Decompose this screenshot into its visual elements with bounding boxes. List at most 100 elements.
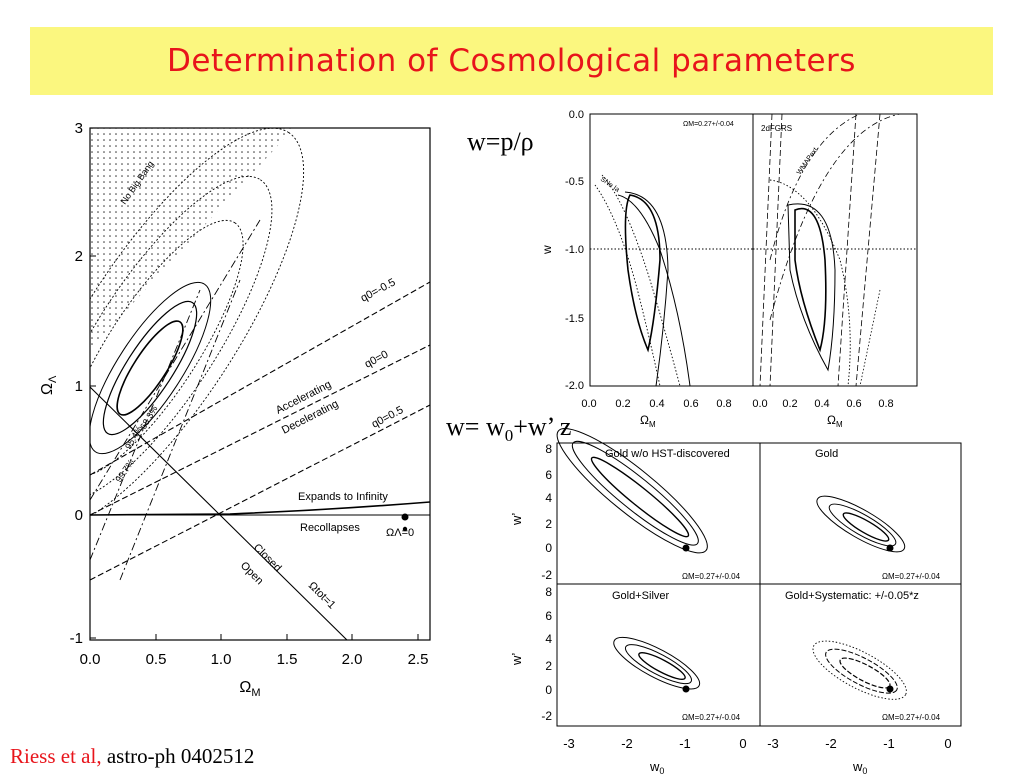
contour-w-left-inner bbox=[624, 194, 661, 353]
left-xtick-3: 1.5 bbox=[277, 651, 298, 668]
contour-w-left-outer bbox=[624, 191, 669, 386]
p4-marker bbox=[886, 685, 894, 693]
expansion-boundary-curve bbox=[90, 501, 430, 516]
dashdot-line-1 bbox=[90, 289, 201, 561]
br-xtick-6: -1 bbox=[883, 736, 895, 751]
left-ytick-0: -1 bbox=[70, 630, 83, 647]
slide-title: Determination of Cosmological parameters bbox=[167, 43, 856, 79]
p1-contour-inner bbox=[590, 456, 690, 538]
panel-4-omega: ΩM=0.27+/-0.04 bbox=[882, 713, 941, 722]
marker-point-small bbox=[402, 526, 408, 532]
left-xtick-2: 1.0 bbox=[211, 651, 232, 668]
flat-universe-line bbox=[90, 386, 348, 640]
equation-suffix: +w’ z bbox=[513, 412, 572, 441]
recollapses-label: Recollapses bbox=[300, 522, 360, 534]
br-ytick-bot-6: 6 bbox=[545, 609, 552, 623]
br-ytick-top-4: 4 bbox=[545, 491, 552, 505]
citation-reference: astro-ph 0402512 bbox=[106, 744, 255, 768]
p3-contour-inner bbox=[638, 651, 686, 681]
p2-contour-mid bbox=[828, 503, 897, 547]
top-right-plot: 0.0 -0.5 -1.0 -1.5 -2.0 0.0 0.2 0.4 0.6 … bbox=[540, 109, 918, 429]
q0-zero-line bbox=[90, 344, 430, 516]
citation: Riess et al, astro-ph 0402512 bbox=[10, 744, 254, 769]
br-ylabel-bottom: w’ bbox=[509, 653, 524, 666]
2dfgrs-line-3 bbox=[837, 114, 857, 386]
left-xtick-0: 0.0 bbox=[80, 651, 101, 668]
dashdot-line-3 bbox=[90, 219, 261, 501]
p3-marker bbox=[682, 685, 690, 693]
p1-contour-mid bbox=[571, 440, 699, 546]
br-ytick-bot-2: 2 bbox=[545, 659, 552, 673]
tr-xtick-1: 0.2 bbox=[615, 398, 630, 410]
sne-band-right-2 bbox=[769, 179, 851, 386]
contour-outer-3 bbox=[90, 128, 305, 532]
contour-99 bbox=[90, 281, 212, 455]
panel-2-omega: ΩM=0.27+/-0.04 bbox=[882, 572, 941, 581]
tr-xtick-5: 0.0 bbox=[752, 398, 767, 410]
q0-minus-0.5-line bbox=[90, 281, 430, 476]
br-ytick-top-2: 2 bbox=[545, 517, 552, 531]
left-xlabel: ΩM bbox=[239, 679, 260, 699]
contour-w-left-mid bbox=[617, 194, 691, 386]
p4-contour-mid bbox=[825, 648, 898, 694]
left-ytick-2: 1 bbox=[75, 378, 83, 395]
equation-prefix: w= w bbox=[446, 412, 505, 441]
left-ylabel: ΩΛ bbox=[39, 375, 59, 395]
br-xtick-5: -2 bbox=[825, 736, 837, 751]
p3-contour-mid bbox=[624, 644, 692, 685]
br-ytick-top-8: 8 bbox=[545, 442, 552, 456]
left-plot: 0.0 0.5 1.0 1.5 2.0 2.5 -1 0 1 2 3 ΩM ΩΛ… bbox=[39, 120, 431, 699]
p3-contour-outer bbox=[613, 636, 701, 690]
br-xtick-3: 0 bbox=[739, 736, 746, 751]
panel-1-omega: ΩM=0.27+/-0.04 bbox=[682, 572, 741, 581]
c997-label: 99.7% bbox=[113, 457, 136, 484]
tr-xtick-2: 0.4 bbox=[649, 398, 664, 410]
q0-zero-label: q0=0 bbox=[363, 348, 391, 370]
tr-ytick-2: -1.0 bbox=[565, 244, 584, 256]
br-ytick-bot-4: 4 bbox=[545, 632, 552, 646]
dashdot-line-2 bbox=[119, 279, 241, 581]
tr-ytick-3: -1.5 bbox=[565, 313, 584, 325]
expands-label: Expands to Infinity bbox=[298, 491, 388, 503]
contour-95 bbox=[102, 300, 198, 436]
p1-marker bbox=[682, 544, 690, 552]
br-xlabel-right: w0 bbox=[852, 759, 867, 776]
tr-xlabel-left: ΩM bbox=[640, 413, 656, 429]
p4-contour-outer bbox=[812, 640, 907, 700]
tr-xtick-7: 0.4 bbox=[814, 398, 829, 410]
contour-outer-1 bbox=[90, 219, 244, 478]
br-ytick-top-m2: -2 bbox=[541, 568, 552, 582]
tr-sne-label: SNe Ia bbox=[599, 176, 621, 194]
marker-point bbox=[401, 513, 409, 521]
equation-subscript: 0 bbox=[504, 426, 514, 446]
sne-band-left-1 bbox=[601, 174, 681, 386]
wmap-curve-2 bbox=[769, 114, 901, 321]
br-ytick-top-6: 6 bbox=[545, 468, 552, 482]
left-ytick-1: 0 bbox=[75, 507, 83, 524]
p2-contour-inner bbox=[842, 512, 890, 542]
tr-xtick-4: 0.8 bbox=[716, 398, 731, 410]
br-ytick-top-0: 0 bbox=[545, 541, 552, 555]
br-xtick-2: -1 bbox=[679, 736, 691, 751]
tr-ylabel: w bbox=[540, 245, 554, 255]
br-xtick-7: 0 bbox=[944, 736, 951, 751]
br-xtick-4: -3 bbox=[767, 736, 779, 751]
tr-ytick-0: 0.0 bbox=[569, 109, 584, 121]
tr-xtick-9: 0.8 bbox=[878, 398, 893, 410]
citation-authors: Riess et al, bbox=[10, 744, 102, 768]
p2-contour-outer bbox=[816, 495, 906, 553]
br-ytick-bot-8: 8 bbox=[545, 585, 552, 599]
br-ytick-bot-m2: -2 bbox=[541, 709, 552, 723]
tr-xlabel-right: ΩM bbox=[827, 413, 843, 429]
title-banner: Determination of Cosmological parameters bbox=[30, 27, 993, 95]
panel-1-title: Gold w/o HST-discovered bbox=[605, 448, 730, 460]
2dfgrs-line-1 bbox=[759, 114, 773, 386]
omega-lambda-zero-label: ΩΛ=0 bbox=[386, 527, 414, 539]
br-ylabel-top: w’ bbox=[509, 513, 524, 526]
contour-w-right-outer bbox=[787, 203, 836, 372]
panel-2-title: Gold bbox=[815, 448, 838, 460]
tr-xtick-6: 0.2 bbox=[782, 398, 797, 410]
q0-plus-0.5-line bbox=[90, 404, 430, 581]
left-ytick-4: 3 bbox=[75, 120, 83, 137]
